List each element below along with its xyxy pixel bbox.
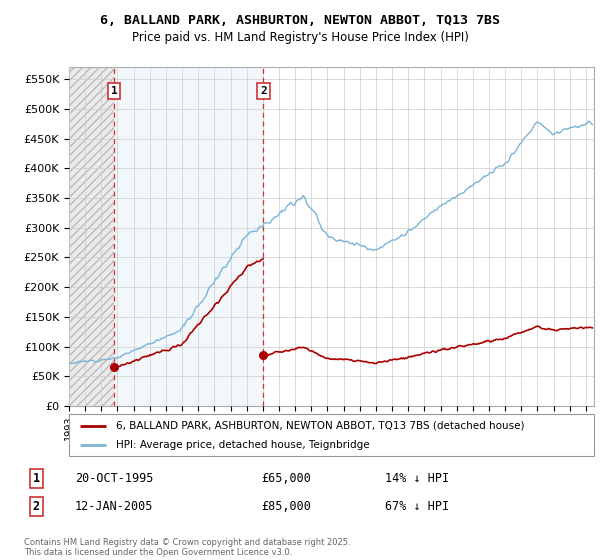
Text: 2: 2 — [32, 500, 40, 513]
Text: £85,000: £85,000 — [261, 500, 311, 513]
Text: 6, BALLAND PARK, ASHBURTON, NEWTON ABBOT, TQ13 7BS: 6, BALLAND PARK, ASHBURTON, NEWTON ABBOT… — [100, 14, 500, 27]
Text: 1: 1 — [32, 472, 40, 485]
Text: HPI: Average price, detached house, Teignbridge: HPI: Average price, detached house, Teig… — [116, 440, 370, 450]
Text: Contains HM Land Registry data © Crown copyright and database right 2025.
This d: Contains HM Land Registry data © Crown c… — [24, 538, 350, 557]
Bar — [114, 67, 263, 406]
Text: 1: 1 — [111, 86, 118, 96]
Text: Price paid vs. HM Land Registry's House Price Index (HPI): Price paid vs. HM Land Registry's House … — [131, 31, 469, 44]
Text: 14% ↓ HPI: 14% ↓ HPI — [385, 472, 449, 485]
Text: 67% ↓ HPI: 67% ↓ HPI — [385, 500, 449, 513]
Text: £65,000: £65,000 — [261, 472, 311, 485]
FancyBboxPatch shape — [69, 414, 594, 456]
Text: 2: 2 — [260, 86, 267, 96]
Text: 20-OCT-1995: 20-OCT-1995 — [75, 472, 153, 485]
Text: 6, BALLAND PARK, ASHBURTON, NEWTON ABBOT, TQ13 7BS (detached house): 6, BALLAND PARK, ASHBURTON, NEWTON ABBOT… — [116, 421, 525, 431]
Text: 12-JAN-2005: 12-JAN-2005 — [75, 500, 153, 513]
